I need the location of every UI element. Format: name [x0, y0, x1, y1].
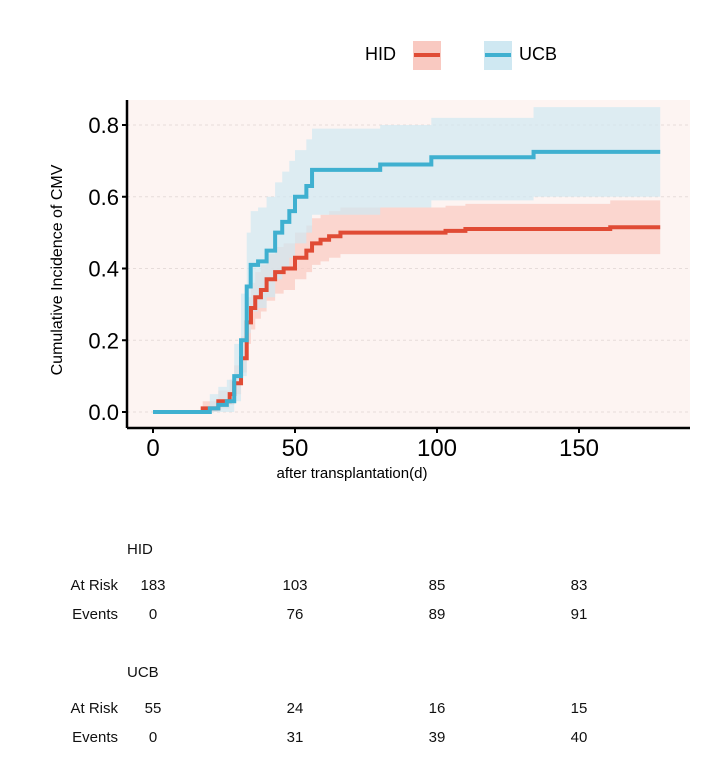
x-tick-label: 50	[282, 435, 309, 462]
risk-group-title: HID	[127, 541, 153, 558]
risk-cell: 0	[148, 605, 158, 623]
risk-cell: 89	[428, 605, 446, 623]
y-tick-label: 0.0	[88, 400, 119, 425]
risk-group-title: UCB	[127, 664, 159, 681]
risk-cell: 55	[144, 700, 162, 717]
risk-cell: 24	[286, 700, 304, 717]
ci-band-ucb	[153, 107, 661, 412]
risk-row-label: Events	[72, 728, 118, 746]
risk-cell: 15	[570, 700, 588, 717]
risk-cell: 16	[428, 700, 446, 717]
cumulative-incidence-chart: 0.0 0.2 0.4 0.6 0.8 0 50 100 150 after transplant…	[49, 41, 690, 482]
y-tick-label: 0.6	[88, 185, 119, 210]
risk-cell: 0	[148, 728, 158, 746]
risk-row-label: At Risk	[70, 700, 118, 717]
risk-cell: 76	[286, 605, 304, 623]
risk-cell: 31	[286, 728, 304, 746]
risk-cell: 85	[428, 577, 446, 594]
risk-cell: 183	[140, 577, 166, 594]
y-tick-label: 0.2	[88, 328, 119, 353]
risk-cell: 40	[570, 728, 588, 746]
x-tick-label: 100	[417, 435, 457, 462]
risk-cell: 103	[282, 577, 308, 594]
y-tick-label: 0.8	[88, 113, 119, 138]
risk-cell: 83	[570, 577, 588, 594]
x-tick-label: 150	[559, 435, 599, 462]
risk-row-label: At Risk	[70, 577, 118, 594]
risk-cell: 91	[570, 605, 588, 623]
x-axis-label: after transplantation(d)	[277, 465, 428, 482]
risk-cell: 39	[428, 728, 446, 746]
risk-row-label: Events	[72, 605, 118, 623]
series-line-ucb	[153, 149, 661, 414]
x-tick-label: 0	[146, 435, 159, 462]
y-axis-label: Cumulative Incidence of CMV	[49, 164, 66, 375]
legend-label-ucb: UCB	[519, 44, 557, 64]
legend-label-hid: HID	[365, 44, 396, 64]
y-tick-label: 0.4	[88, 257, 119, 282]
